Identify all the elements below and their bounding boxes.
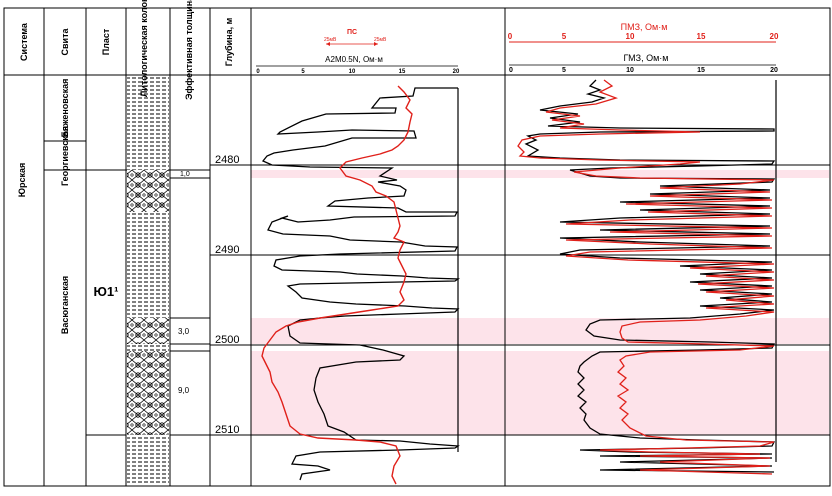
gmz-scale-10: 10 [626,67,634,74]
suite-bazhenov: Баженовская [60,79,70,138]
track1-header: ПС 25мВ 25мВ A2M0.5N, Ом·м 0 5 10 15 20 [256,29,460,75]
reservoir-band-1 [251,170,829,178]
system-name: Юрская [17,163,27,198]
gmz-scale-5: 5 [562,67,566,74]
track2-header: ПМЗ, Ом·м 0 5 10 15 20 ГМЗ, Ом·м 0 5 10 … [508,22,779,74]
depth-tick-2510: 2510 [215,424,239,436]
track1-curve-label: A2M0.5N, Ом·м [325,55,383,64]
track1-scale-5: 5 [301,69,305,75]
track1-scale-15: 15 [399,69,406,75]
pmz-scale-0: 0 [508,32,513,41]
gmz-scale-0: 0 [509,67,513,74]
depth-ticks: 2480 2490 2500 2510 [215,154,239,436]
ps-curve [261,85,413,485]
depth-tick-2490: 2490 [215,244,239,256]
reservoir-bands [251,170,829,435]
pmz-label: ПМЗ, Ом·м [621,22,668,32]
column-headers: Система Свита Пласт Литологическая колон… [19,0,234,100]
reservoir-band-3 [251,351,829,435]
header-layer: Пласт [101,28,111,55]
thickness-value-2: 3,0 [178,327,190,336]
pmz-scale-5: 5 [562,32,567,41]
pmz-scale-20: 20 [770,32,779,41]
stratigraphy-labels: Юрская Баженовская Георгиевская Васюганс… [17,79,118,334]
ps-label: ПС [347,29,357,36]
header-depth: Глубина, м [224,17,234,66]
lithology-column [127,76,169,485]
ps-left-scale: 25мВ [324,37,337,43]
pmz-scale-15: 15 [697,32,706,41]
header-system: Система [19,22,29,61]
ps-right-scale: 25мВ [374,37,387,43]
depth-tick-2480: 2480 [215,154,239,166]
gmz-scale-20: 20 [770,67,778,74]
track1-scale-0: 0 [256,69,260,75]
layer-name: Ю1¹ [94,284,119,299]
track1-scale-10: 10 [349,69,356,75]
header-lithology: Литологическая колонка [139,0,149,97]
header-suite: Свита [60,28,70,56]
track1-scale-20: 20 [453,69,460,75]
header-thickness: Эффективная толщина, м [184,0,194,100]
depth-tick-2500: 2500 [215,334,239,346]
thickness-value-3: 9,0 [178,386,190,395]
a2m05n-curve [261,87,461,481]
pmz-scale-10: 10 [626,32,635,41]
thickness-value-1: 1,0 [180,171,190,178]
suite-georgiev: Георгиевская [60,126,70,186]
gmz-curve [524,79,776,473]
suite-vasyugan: Васюганская [60,276,70,334]
pmz-curve [517,79,775,475]
gmz-scale-15: 15 [697,67,705,74]
gmz-label: ГМЗ, Ом·м [624,53,669,63]
reservoir-band-2 [251,318,829,344]
thickness-values: 1,0 3,0 9,0 [178,171,190,395]
